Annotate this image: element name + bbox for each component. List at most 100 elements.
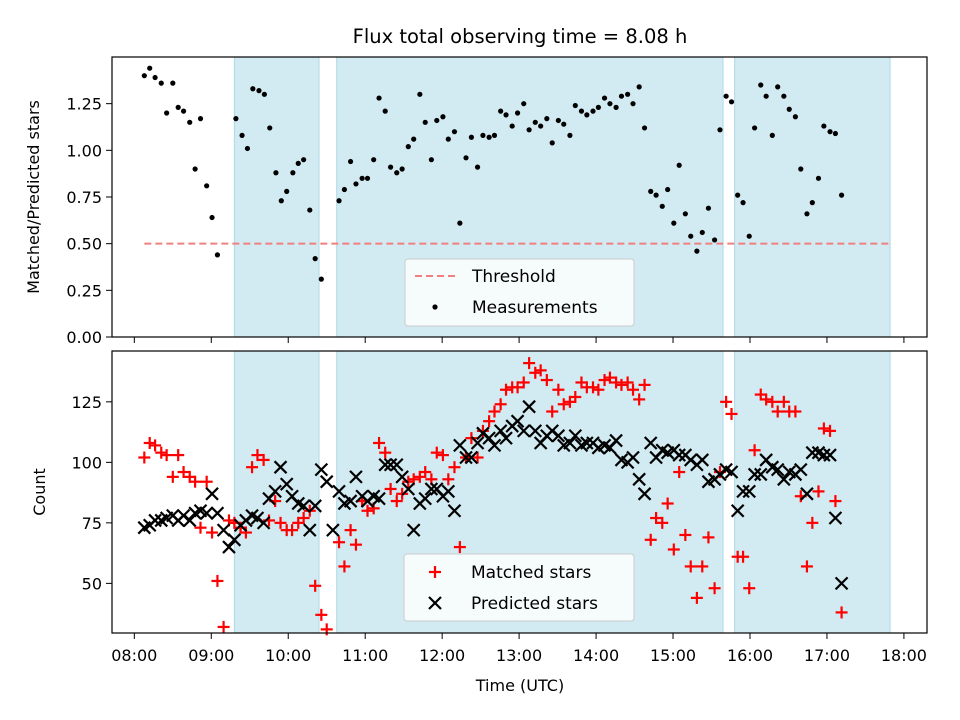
matched-stars-point bbox=[557, 398, 570, 411]
predicted-stars-point bbox=[401, 482, 416, 496]
predicted-stars-point bbox=[349, 470, 363, 484]
matched-stars-point bbox=[829, 495, 842, 508]
measurement-point bbox=[312, 256, 318, 262]
matched-stars-point bbox=[257, 453, 270, 466]
measurement-point bbox=[214, 252, 221, 258]
predicted-stars-point bbox=[314, 462, 329, 477]
measurement-point bbox=[763, 93, 769, 99]
measurement-point bbox=[832, 130, 839, 137]
matched-stars-point bbox=[155, 446, 168, 459]
matched-stars-point bbox=[720, 395, 733, 408]
matched-stars-point bbox=[172, 449, 185, 462]
measurement-point bbox=[278, 198, 284, 204]
x-axis-label: Time (UTC) bbox=[475, 676, 564, 695]
matched-stars-point bbox=[517, 376, 530, 389]
matched-stars-point bbox=[598, 374, 611, 387]
matched-stars-point bbox=[633, 393, 646, 406]
matched-stars-point bbox=[789, 405, 802, 418]
measurement-point bbox=[301, 157, 307, 163]
predicted-stars-point bbox=[632, 472, 646, 487]
matched-stars-point bbox=[696, 560, 709, 573]
measurement-point bbox=[601, 95, 608, 101]
predicted-stars-point bbox=[216, 523, 231, 537]
predicted-stars-point bbox=[424, 482, 439, 496]
matched-stars-point bbox=[684, 560, 697, 573]
measurement-point bbox=[141, 73, 147, 79]
predicted-stars-point bbox=[736, 484, 750, 499]
measurement-point bbox=[711, 237, 718, 243]
measurement-point bbox=[544, 116, 550, 122]
matched-stars-point bbox=[500, 383, 513, 396]
measurement-point bbox=[290, 170, 296, 176]
predicted-stars-point bbox=[256, 516, 271, 530]
measurement-point bbox=[180, 108, 187, 114]
predicted-stars-point bbox=[834, 576, 849, 591]
predicted-stars-point bbox=[770, 462, 785, 477]
predicted-stars-point bbox=[823, 448, 837, 462]
ratio-y-axis: 0.00 0.25 0.50 0.75 1.00 1.25 bbox=[66, 95, 112, 347]
matched-stars-point bbox=[737, 550, 750, 563]
predicted-stars-point bbox=[516, 424, 531, 438]
matched-stars-point bbox=[708, 582, 721, 595]
measurement-point bbox=[428, 157, 434, 163]
predicted-stars-point bbox=[637, 487, 652, 501]
measurement-point bbox=[284, 188, 290, 194]
predicted-stars-point bbox=[332, 484, 346, 499]
predicted-stars-point bbox=[372, 491, 386, 506]
matched-stars-point bbox=[621, 376, 634, 389]
matched-stars-point bbox=[835, 606, 848, 619]
matched-stars-point bbox=[194, 521, 207, 534]
measurement-point bbox=[434, 117, 440, 124]
measurement-point bbox=[781, 93, 787, 99]
measurement-point bbox=[209, 214, 215, 221]
measurement-point bbox=[699, 229, 705, 236]
measurement-point bbox=[815, 175, 822, 181]
matched-stars-point bbox=[471, 451, 484, 464]
measurement-point bbox=[187, 119, 193, 125]
measurement-point bbox=[555, 117, 561, 124]
matched-stars-point bbox=[638, 378, 651, 391]
matched-stars-point bbox=[309, 579, 322, 592]
matched-stars-point bbox=[430, 446, 443, 459]
ratio-panel: 0.00 0.25 0.50 0.75 1.00 1.25 Matched/Predict… bbox=[24, 56, 928, 347]
measurement-point bbox=[192, 166, 198, 172]
measurement-point bbox=[798, 166, 804, 172]
predicted-stars-point bbox=[464, 450, 479, 465]
measurement-point bbox=[295, 160, 301, 166]
predicted-stars-point bbox=[742, 484, 757, 499]
measurement-point bbox=[671, 220, 677, 226]
x-tick-label: 10:00 bbox=[265, 646, 311, 665]
matched-stars-point bbox=[338, 560, 351, 573]
matched-stars-point bbox=[476, 424, 489, 437]
measurement-point bbox=[341, 186, 348, 193]
measurement-point bbox=[607, 101, 613, 107]
y-tick-label: 100 bbox=[71, 453, 102, 472]
matched-stars-point bbox=[206, 526, 219, 539]
measurement-point bbox=[498, 108, 504, 114]
predicted-stars-point bbox=[326, 523, 340, 537]
predicted-stars-point bbox=[794, 462, 808, 477]
matched-stars-point bbox=[667, 543, 680, 556]
chart-title: Flux total observing time = 8.08 h bbox=[353, 25, 688, 48]
y-tick-label: 0.25 bbox=[66, 281, 102, 300]
matched-stars-point bbox=[448, 461, 461, 474]
predicted-stars-point bbox=[279, 477, 294, 491]
measurement-point bbox=[250, 86, 256, 92]
matched-stars-point bbox=[246, 461, 259, 474]
predicted-stars-point bbox=[205, 487, 219, 501]
measurement-point bbox=[676, 162, 682, 168]
predicted-stars-point bbox=[308, 499, 322, 513]
x-tick-label: 09:00 bbox=[188, 646, 234, 665]
matched-stars-point bbox=[777, 395, 790, 408]
matched-stars-point bbox=[679, 528, 692, 541]
predicted-stars-point bbox=[609, 433, 623, 448]
predicted-stars-point bbox=[303, 523, 317, 537]
predicted-stars-point bbox=[148, 513, 162, 528]
predicted-stars-point bbox=[268, 484, 282, 499]
predicted-stars-legend-swatch bbox=[428, 596, 442, 610]
measurement-point bbox=[152, 74, 158, 81]
x-tick-label: 12:00 bbox=[419, 646, 465, 665]
matched-stars-point bbox=[650, 512, 663, 525]
legend-label-measurements: Measurements bbox=[472, 298, 598, 318]
x-tick-label: 11:00 bbox=[342, 646, 388, 665]
